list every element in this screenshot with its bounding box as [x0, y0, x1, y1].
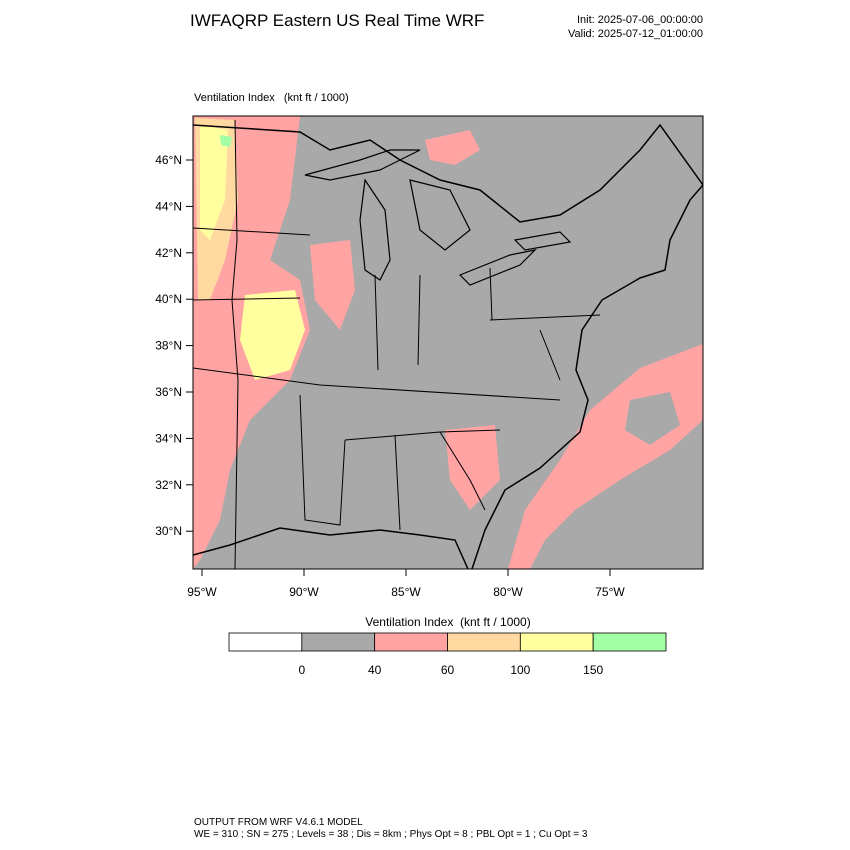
colorbar-tick-label: 100 [510, 663, 530, 677]
map-label: Ventilation Index (knt ft / 1000) [194, 92, 349, 104]
offshore-gap [625, 392, 680, 445]
lake-ontario [513, 231, 572, 251]
lat-label: 44°N [155, 199, 182, 213]
colorbar-tick-label: 60 [441, 663, 455, 677]
colorbar-tick-label: 0 [298, 663, 305, 677]
lon-label: 90°W [289, 585, 319, 599]
lat-label: 40°N [155, 292, 182, 306]
colorbar-cell [519, 632, 594, 652]
colorbar-tick-label: 150 [583, 663, 603, 677]
map [192, 115, 704, 570]
colorbar: 0 40 60 100 150 [228, 632, 667, 677]
lon-label: 85°W [391, 585, 421, 599]
gulf-coast [193, 527, 469, 569]
colorbar-tick-label: 40 [368, 663, 382, 677]
border [193, 123, 703, 223]
lat-label: 42°N [155, 246, 182, 260]
footer-line: OUTPUT FROM WRF V4.6.1 MODEL [194, 817, 363, 828]
map-frame [192, 115, 704, 570]
title: IWFAQRP Eastern US Real Time WRF [190, 11, 484, 30]
lake-michigan [359, 178, 391, 281]
yellow-region [240, 290, 305, 380]
state-borders [193, 119, 601, 569]
footer-line: WE = 310 ; SN = 275 ; Levels = 38 ; Dis … [194, 829, 588, 840]
colorbar-cell [447, 632, 521, 652]
lake-superior [304, 149, 421, 181]
lat-label: 36°N [155, 385, 182, 399]
lat-label: 30°N [155, 524, 182, 538]
pink-region [445, 425, 500, 510]
green-spot [220, 135, 232, 147]
colorbar-cell [301, 632, 376, 652]
lat-label: 32°N [155, 478, 182, 492]
colorbar-cell [228, 632, 303, 652]
colorbar-cell [592, 632, 667, 652]
colorbar-cell [374, 632, 448, 652]
atlantic-coast [471, 184, 703, 569]
colorbar-title: Ventilation Index (knt ft / 1000) [365, 615, 530, 629]
lake-huron [409, 179, 471, 251]
init-time: Init: 2025-07-06_00:00:00 [577, 14, 703, 26]
lat-label: 34°N [155, 431, 182, 445]
lake-erie [458, 249, 537, 286]
lon-labels: 95°W 90°W 85°W 80°W 75°W [187, 569, 625, 599]
lon-label: 75°W [595, 585, 625, 599]
pink-region [310, 240, 355, 330]
pink-region [425, 130, 480, 165]
lat-labels: 46°N 44°N 42°N 40°N 38°N 36°N 34°N 32°N 30°N [155, 153, 193, 538]
lat-label: 46°N [155, 153, 182, 167]
yellow-region [200, 125, 228, 240]
lon-label: 95°W [187, 585, 217, 599]
valid-time: Valid: 2025-07-12_01:00:00 [568, 28, 703, 40]
lat-label: 38°N [155, 339, 182, 353]
lon-label: 80°W [493, 585, 523, 599]
